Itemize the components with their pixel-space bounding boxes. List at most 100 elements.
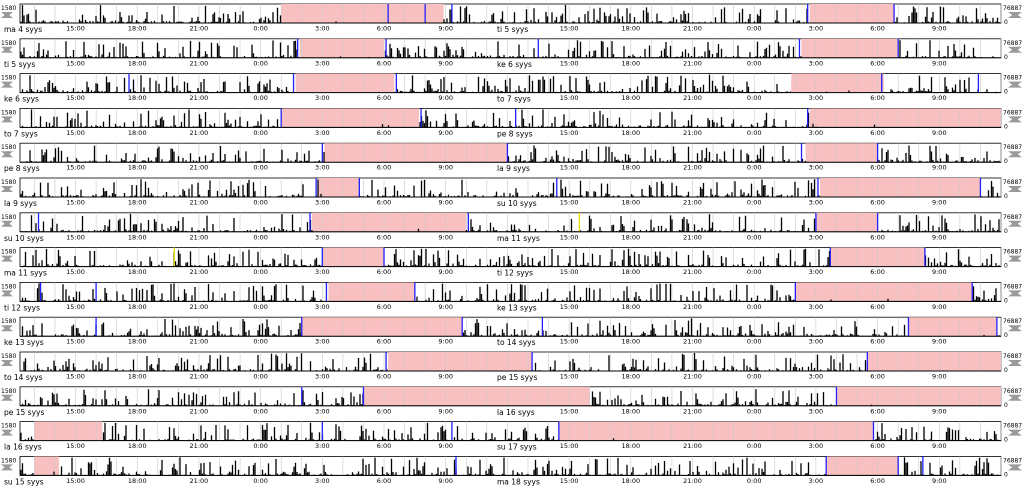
left-date-label: to 14 syys xyxy=(4,373,43,382)
right-arrow-icon xyxy=(1008,430,1022,436)
zero-label: 0 xyxy=(1004,471,1008,478)
hour-tick-label: 6:00 xyxy=(377,59,392,67)
hour-tick-label: 15:00 xyxy=(66,268,85,276)
right-value-label: 76887 xyxy=(1003,353,1022,360)
hour-tick-label: 21:00 xyxy=(190,373,209,381)
y-max-label: 1580 xyxy=(1,40,16,47)
rest-period xyxy=(363,386,590,406)
hour-tick-label: 3:00 xyxy=(809,233,824,241)
hour-tick-label: 9:00 xyxy=(932,338,947,346)
hour-tick-label: 18:00 xyxy=(128,199,147,207)
rest-period xyxy=(324,143,508,163)
left-arrow-icon xyxy=(1,13,13,18)
hour-tick-label: 15:00 xyxy=(66,373,85,381)
hour-tick-label: 0:00 xyxy=(747,407,762,415)
left-arrow-icon xyxy=(1,465,13,471)
actogram-row: 15:00 18:00 21:00 0:00 3:00 6:00 9:00 15:00 18:0… xyxy=(1,316,1022,347)
hour-tick-label: 3:00 xyxy=(809,373,824,381)
hour-tick-label: 0:00 xyxy=(747,164,762,172)
hour-tick-label: 15:00 xyxy=(66,25,85,33)
hour-tick-label: 18:00 xyxy=(621,59,640,67)
hour-tick-label: 3:00 xyxy=(809,25,824,33)
hour-tick-label: 6:00 xyxy=(870,94,885,102)
hour-tick-label: 15:00 xyxy=(560,303,579,311)
hour-tick-label: 0:00 xyxy=(253,268,268,276)
hour-tick-label: 21:00 xyxy=(190,442,209,450)
hour-tick-label: 15:00 xyxy=(560,25,579,33)
hour-tick-label: 9:00 xyxy=(932,477,947,485)
rest-period xyxy=(281,4,444,23)
hour-tick-label: 0:00 xyxy=(747,338,762,346)
activity-bars xyxy=(20,5,1000,23)
hour-tick-label: 3:00 xyxy=(315,477,330,485)
right-arrow-icon xyxy=(1008,326,1022,332)
hour-tick-label: 6:00 xyxy=(870,199,885,207)
hour-tick-label: 6:00 xyxy=(870,233,885,241)
hour-tick-label: 6:00 xyxy=(870,338,885,346)
hour-tick-label: 9:00 xyxy=(932,268,947,276)
hour-tick-label: 15:00 xyxy=(66,129,85,137)
y-max-label: 1580 xyxy=(1,109,16,116)
rest-period xyxy=(312,212,467,232)
hour-tick-label: 21:00 xyxy=(683,94,702,102)
hour-tick-label: 9:00 xyxy=(932,442,947,450)
right-date-label: la 16 syys xyxy=(497,408,535,417)
rest-period xyxy=(867,352,1001,371)
hour-tick-label: 6:00 xyxy=(870,59,885,67)
right-value-label: 76887 xyxy=(1003,5,1022,12)
hour-tick-label: 6:00 xyxy=(377,199,392,207)
y-max-label: 1580 xyxy=(1,5,16,12)
right-value-label: 76887 xyxy=(1003,75,1022,82)
hour-tick-label: 3:00 xyxy=(809,164,824,172)
hour-tick-label: 9:00 xyxy=(932,199,947,207)
hour-tick-label: 6:00 xyxy=(377,477,392,485)
hour-tick-label: 21:00 xyxy=(683,199,702,207)
zero-label: 0 xyxy=(1004,158,1008,165)
left-arrow-icon xyxy=(1,152,13,158)
hour-tick-label: 3:00 xyxy=(809,303,824,311)
left-arrow-icon xyxy=(1,430,13,436)
rest-period xyxy=(809,108,1001,128)
hour-tick-label: 6:00 xyxy=(377,25,392,33)
hour-tick-label: 9:00 xyxy=(438,199,453,207)
hour-tick-label: 0:00 xyxy=(747,373,762,381)
left-date-label: ma 4 syys xyxy=(4,25,42,34)
hour-tick-label: 0:00 xyxy=(253,303,268,311)
rest-period xyxy=(295,73,395,93)
left-date-label: su 15 syys xyxy=(4,477,44,486)
right-date-label: to 14 syys xyxy=(497,338,536,347)
hour-tick-label: 3:00 xyxy=(315,94,330,102)
hour-tick-label: 6:00 xyxy=(377,164,392,172)
left-arrow-icon xyxy=(1,117,13,123)
hour-tick-label: 9:00 xyxy=(438,233,453,241)
zero-label: 0 xyxy=(1004,193,1008,200)
left-date-label: ti 12 syys xyxy=(4,303,40,312)
hour-tick-label: 9:00 xyxy=(932,59,947,67)
hour-tick-label: 21:00 xyxy=(683,373,702,381)
activity-bars xyxy=(20,457,999,476)
hour-tick-label: 3:00 xyxy=(809,59,824,67)
hour-tick-label: 18:00 xyxy=(621,129,640,137)
hour-tick-label: 18:00 xyxy=(621,442,640,450)
hour-tick-label: 0:00 xyxy=(747,25,762,33)
hour-tick-label: 9:00 xyxy=(438,268,453,276)
hour-tick-label: 3:00 xyxy=(315,407,330,415)
hour-tick-label: 0:00 xyxy=(747,199,762,207)
hour-tick-label: 6:00 xyxy=(870,407,885,415)
zero-label: 0 xyxy=(1004,437,1008,444)
right-arrow-icon xyxy=(1008,465,1022,471)
actogram-row: 15:00 18:00 21:00 0:00 3:00 6:00 9:00 15:00 18:0… xyxy=(1,351,1022,382)
hour-tick-label: 18:00 xyxy=(128,373,147,381)
right-arrow-icon xyxy=(1008,361,1022,366)
left-date-label: pe 15 syys xyxy=(4,408,44,417)
hour-tick-label: 0:00 xyxy=(747,268,762,276)
right-arrow-icon xyxy=(1008,395,1022,401)
hour-tick-label: 15:00 xyxy=(66,338,85,346)
hour-tick-label: 21:00 xyxy=(190,94,209,102)
hour-tick-label: 3:00 xyxy=(809,407,824,415)
hour-tick-label: 0:00 xyxy=(253,25,268,33)
hour-tick-label: 3:00 xyxy=(315,164,330,172)
hour-tick-label: 3:00 xyxy=(315,25,330,33)
left-arrow-icon xyxy=(1,187,13,192)
hour-tick-label: 3:00 xyxy=(315,199,330,207)
